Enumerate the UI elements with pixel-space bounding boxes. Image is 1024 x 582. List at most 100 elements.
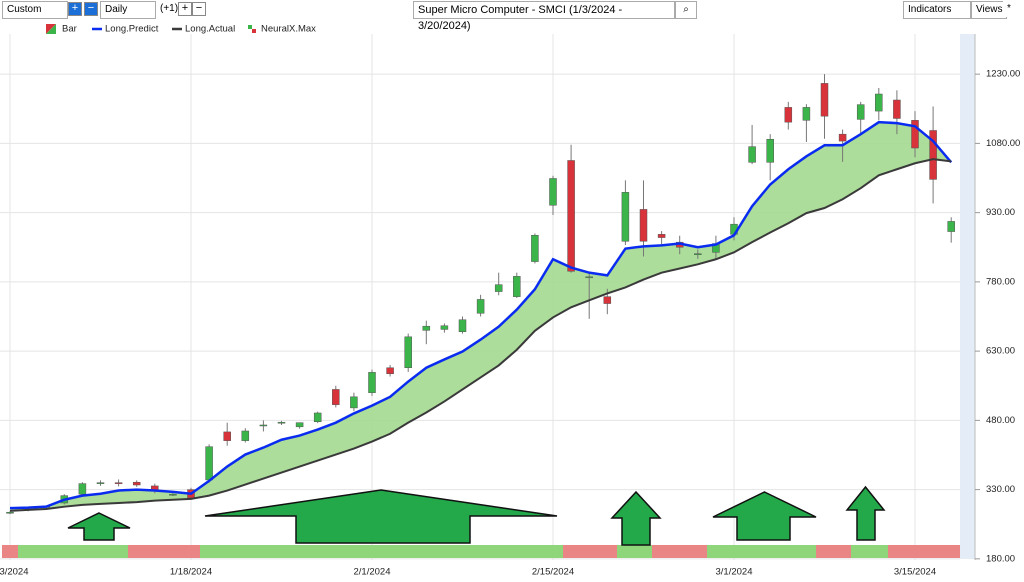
- candle-body: [169, 493, 177, 496]
- candle-body: [766, 138, 774, 163]
- candle-body: [332, 389, 340, 405]
- candle-body: [694, 253, 702, 255]
- x-tick-label: 2/1/2024: [354, 567, 391, 578]
- candle-body: [657, 234, 666, 238]
- candle-body: [748, 146, 756, 163]
- offset-plus[interactable]: +: [178, 2, 192, 16]
- candle-body: [838, 133, 847, 142]
- y-tick-label: 1080.00: [986, 138, 1020, 149]
- y-tick-label: 930.00: [986, 207, 1015, 218]
- candle-body: [241, 430, 250, 441]
- candle-body: [277, 421, 286, 424]
- candle-body: [96, 482, 105, 484]
- legend-swatch: [252, 29, 256, 33]
- signal-arrow: [845, 485, 886, 541]
- candle-body: [947, 221, 955, 232]
- candle-body: [639, 209, 648, 242]
- legend-label: NeuralX.Max: [261, 24, 316, 35]
- legend-label: Long.Predict: [105, 24, 159, 35]
- candle-body: [259, 424, 268, 427]
- candle-body: [476, 299, 485, 314]
- symbol-title[interactable]: Super Micro Computer - SMCI (1/3/2024 - …: [413, 1, 675, 32]
- views-star[interactable]: *: [1003, 1, 1021, 17]
- signal-arrow: [610, 490, 662, 546]
- y-tick-label: 780.00: [986, 276, 1015, 287]
- candle-body: [549, 178, 557, 206]
- legend-swatch: [46, 24, 56, 34]
- x-tick-label: 1/3/2024: [0, 567, 28, 578]
- regime-segment: [707, 545, 816, 558]
- indicators-menu[interactable]: Indicators: [903, 1, 971, 19]
- candle-body: [585, 276, 593, 279]
- y-tick-label: 1230.00: [986, 69, 1020, 80]
- candle-body: [114, 482, 123, 484]
- legend-label: Long.Actual: [185, 24, 235, 35]
- candle-body: [802, 107, 811, 121]
- x-tick-label: 3/1/2024: [716, 567, 753, 578]
- candle-body: [313, 412, 322, 422]
- chart: 180.00 330.00 480.00 630.00 780.00 930.00 1080…: [0, 24, 1020, 578]
- period-select[interactable]: Custom: [2, 1, 68, 19]
- candle-body: [893, 99, 901, 119]
- candle-body: [458, 319, 467, 332]
- candle-body: [295, 422, 304, 428]
- candle-body: [404, 336, 412, 368]
- candle-body: [513, 276, 521, 297]
- regime-segment: [816, 545, 851, 558]
- regime-segment: [18, 545, 128, 558]
- interval-select[interactable]: Daily: [100, 1, 156, 19]
- offset-label: (+1): [156, 1, 182, 17]
- candle-body: [132, 481, 141, 486]
- candle-body: [494, 284, 503, 292]
- search-button[interactable]: ⌕: [675, 1, 697, 19]
- spread-fill: [10, 122, 952, 511]
- candle-body: [621, 192, 630, 242]
- candle-body: [6, 511, 14, 514]
- regime-segment: [200, 545, 563, 558]
- signal-arrow: [204, 489, 558, 544]
- regime-segment: [888, 545, 960, 558]
- regime-segment: [563, 545, 617, 558]
- regime-segment: [617, 545, 652, 558]
- candle-body: [820, 83, 829, 117]
- candle-body: [386, 367, 394, 374]
- candle-body: [911, 120, 919, 149]
- zoom-out-button[interactable]: −: [84, 2, 98, 16]
- candle-body: [531, 235, 539, 262]
- candle-body: [78, 483, 87, 495]
- candle-body: [603, 296, 612, 304]
- candle-body: [422, 325, 431, 331]
- y-tick-label: 480.00: [986, 415, 1015, 426]
- regime-segment: [851, 545, 888, 558]
- candle-body: [567, 160, 575, 272]
- x-tick-label: 2/15/2024: [532, 567, 574, 578]
- views-menu[interactable]: Views: [971, 1, 1007, 19]
- candle-body: [875, 93, 883, 112]
- candle-body: [440, 325, 449, 330]
- regime-segment: [128, 545, 200, 558]
- zoom-in-button[interactable]: +: [68, 2, 82, 16]
- legend-label: Bar: [62, 24, 77, 35]
- y-tick-label: 630.00: [986, 346, 1015, 357]
- legend-swatch: [248, 25, 252, 29]
- series-line: [9, 158, 952, 512]
- candle-body: [784, 107, 793, 123]
- series-line: [9, 120, 953, 510]
- candle-body: [856, 104, 865, 120]
- regime-segment: [652, 545, 707, 558]
- signal-arrow: [67, 512, 131, 541]
- forecast-band: [960, 34, 975, 559]
- signal-arrow: [712, 491, 817, 541]
- candle-body: [929, 130, 937, 180]
- regime-segment: [2, 545, 18, 558]
- candle-body: [223, 431, 231, 441]
- candle-body: [368, 372, 376, 393]
- x-tick-label: 3/15/2024: [894, 567, 936, 578]
- x-tick-label: 1/18/2024: [170, 567, 212, 578]
- candle-body: [350, 396, 358, 409]
- candle-body: [205, 446, 213, 481]
- y-tick-label: 330.00: [986, 484, 1015, 495]
- y-tick-label: 180.00: [986, 553, 1015, 564]
- offset-minus[interactable]: −: [192, 2, 206, 16]
